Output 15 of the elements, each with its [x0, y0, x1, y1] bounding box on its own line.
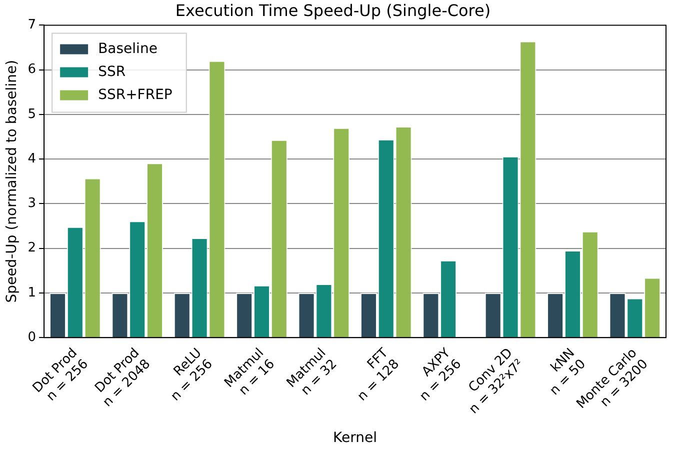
y-tick-label: 1	[28, 285, 36, 300]
y-tick-label: 4	[28, 151, 36, 166]
legend-label: SSR	[98, 64, 126, 80]
legend-label: Baseline	[98, 40, 158, 57]
y-tick-label: 0	[28, 330, 36, 345]
y-tick-label: 3	[28, 196, 36, 212]
legend-label: SSR+FREP	[98, 86, 172, 103]
chart-title: Execution Time Speed-Up (Single-Core)	[175, 0, 491, 20]
y-tick-label: 5	[28, 106, 36, 122]
x-tick-label: FFT n = 128	[354, 346, 402, 404]
y-tick-label: 2	[28, 240, 36, 256]
x-axis-title: Kernel	[333, 430, 378, 446]
y-tick-label: 6	[28, 62, 36, 78]
y-tick-label: 7	[28, 18, 36, 33]
y-axis-title: Speed-Up (normalized to baseline)	[4, 60, 20, 303]
